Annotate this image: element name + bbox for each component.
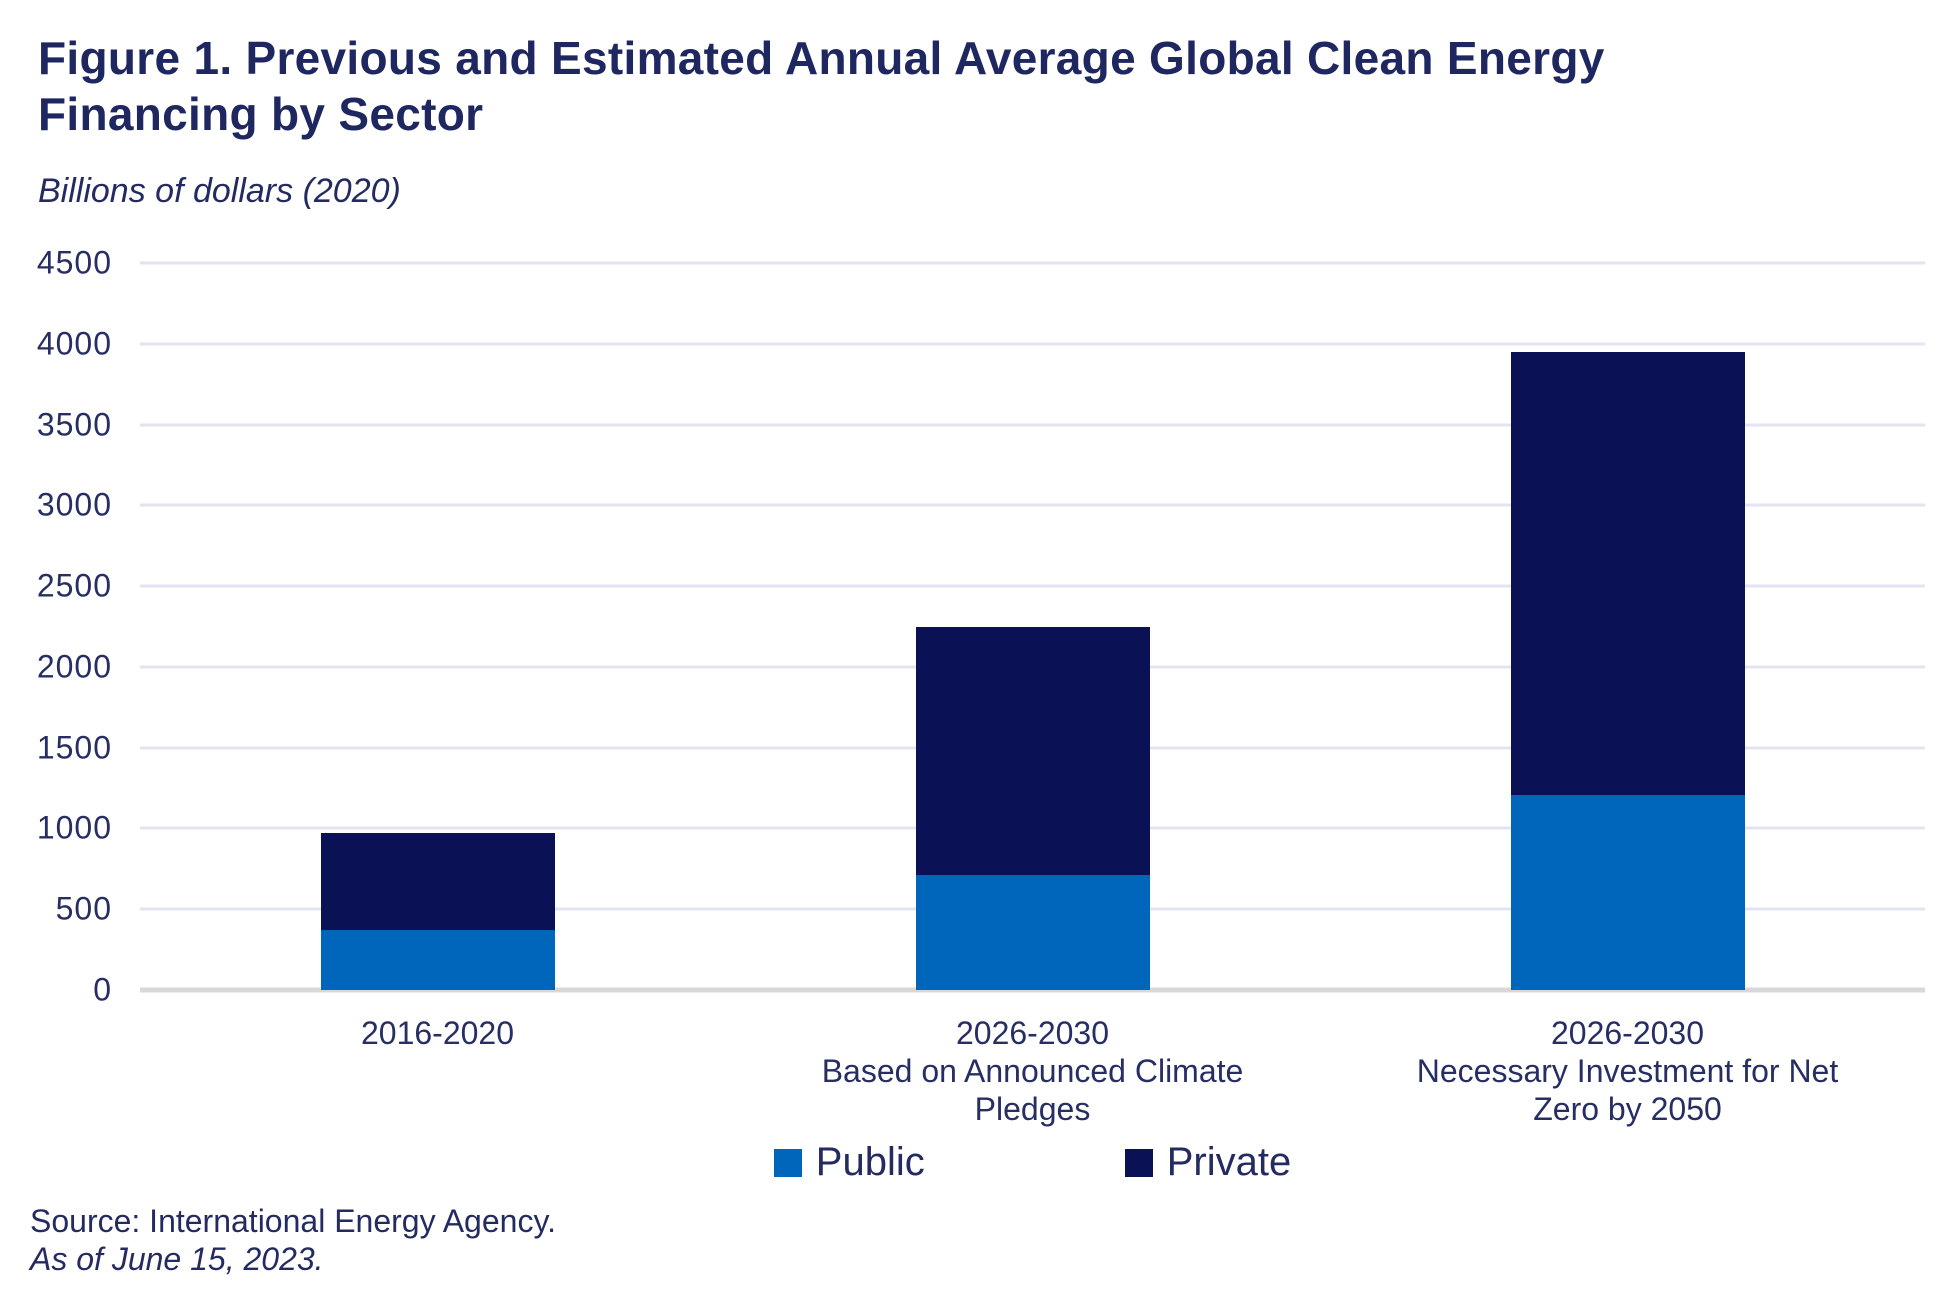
y-axis-tick-label: 0 [93,971,112,1008]
bar-segment-private [320,833,555,931]
figure-subtitle: Billions of dollars (2020) [38,172,401,210]
source-line: Source: International Energy Agency. [30,1203,556,1239]
y-axis-tick-label: 3000 [36,486,112,523]
x-axis-label-line: Necessary Investment for Net [1416,1053,1839,1089]
bar-segment-public [1510,794,1745,990]
y-axis-tick-label: 2500 [36,567,112,604]
legend-swatch-public [773,1148,802,1177]
bar-slot [735,263,1330,990]
stacked-bar [915,626,1150,990]
figure-title: Figure 1. Previous and Estimated Annual … [38,32,1605,141]
bar-slot [1330,263,1925,990]
y-axis-tick-label: 3500 [36,406,112,443]
x-axis-label-line: Pledges [974,1091,1091,1127]
y-axis-tick-label: 1000 [36,809,112,846]
bar-segment-private [915,626,1150,876]
gridline [140,261,1925,265]
legend-label: Public [815,1140,925,1184]
gridline [140,584,1925,588]
x-axis-label-line: 2016-2020 [360,1015,515,1051]
y-axis: 0 500 1000 1500 2000 2500 3000 3500 4000 4500 [0,245,112,1008]
bar-series-layer [140,263,1925,990]
legend-swatch-private [1124,1148,1153,1177]
bar-segment-public [320,930,555,990]
gridline [140,423,1925,427]
stacked-bar [1510,351,1745,990]
legend-label: Private [1166,1140,1292,1184]
legend-item-public: Public [773,1140,925,1185]
gridline [140,342,1925,346]
x-axis-label-line: 2026-2030 [955,1015,1110,1051]
gridline [140,503,1925,507]
x-axis: 2016-2020 2026-2030 Based on Announced Cli… [140,1014,1925,1128]
y-axis-tick-label: 4000 [36,325,112,362]
x-axis-label: 2026-2030 Based on Announced Climate Pledg… [735,1014,1330,1128]
y-axis-tick-label: 2000 [36,648,112,685]
plot-area [140,261,1925,993]
y-axis-tick-label: 1500 [36,729,112,766]
bar-segment-private [1510,351,1745,795]
source-note: Source: International Energy Agency. As … [30,1202,556,1278]
bar-slot [140,263,735,990]
y-axis-tick-label: 500 [55,890,112,927]
legend-item-private: Private [1124,1140,1292,1185]
x-axis-label-line: 2026-2030 [1550,1015,1705,1051]
bar-segment-public [915,875,1150,990]
x-axis-baseline [140,987,1925,993]
legend: Public Private [140,1140,1925,1185]
x-axis-label: 2026-2030 Necessary Investment for Net Zer… [1330,1014,1925,1128]
stacked-bar [320,833,555,990]
x-axis-label-line: Based on Announced Climate [821,1053,1244,1089]
as-of-line: As of June 15, 2023. [30,1241,324,1277]
x-axis-label: 2016-2020 [140,1014,735,1128]
y-axis-tick-label: 4500 [36,244,112,281]
x-axis-label-line: Zero by 2050 [1533,1091,1722,1127]
